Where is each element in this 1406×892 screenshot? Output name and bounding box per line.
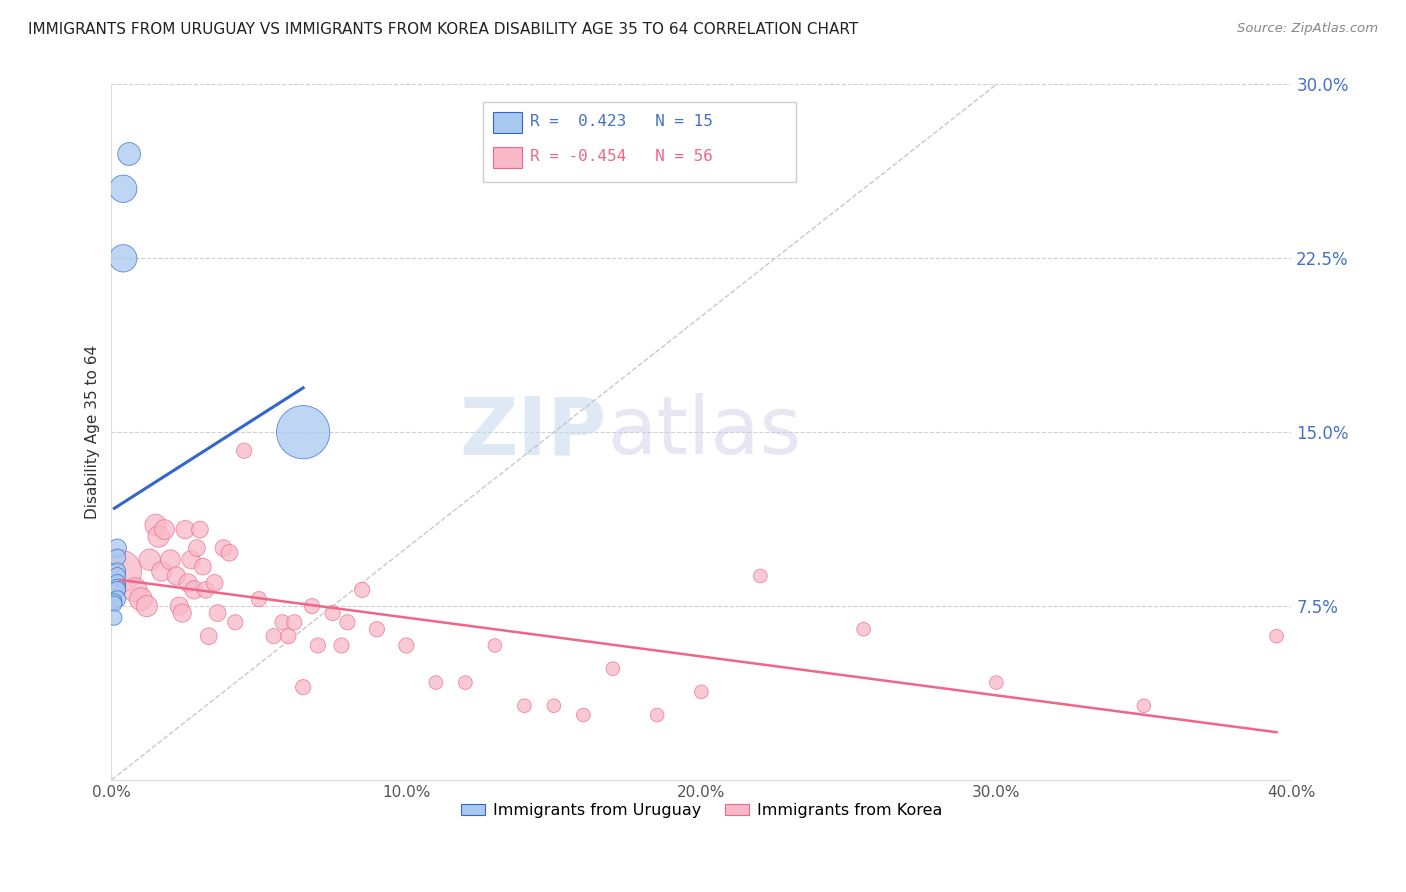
Point	[118, 147, 141, 161]
Text: R = -0.454   N = 56: R = -0.454 N = 56	[530, 149, 713, 163]
Point	[263, 629, 285, 643]
Point	[110, 564, 132, 578]
Point	[191, 559, 214, 574]
Point	[986, 675, 1008, 690]
Point	[301, 599, 323, 613]
FancyBboxPatch shape	[492, 112, 522, 133]
Point	[174, 523, 197, 537]
Point	[112, 182, 135, 196]
Text: R =  0.423   N = 15: R = 0.423 N = 15	[530, 114, 713, 128]
Point	[197, 629, 219, 643]
Point	[283, 615, 305, 630]
Point	[247, 592, 270, 607]
Point	[129, 592, 152, 607]
Point	[602, 662, 624, 676]
Point	[395, 639, 418, 653]
Point	[188, 523, 211, 537]
Point	[484, 639, 506, 653]
Point	[292, 425, 315, 440]
Point	[204, 575, 226, 590]
Point	[105, 582, 128, 597]
Point	[425, 675, 447, 690]
FancyBboxPatch shape	[484, 102, 796, 182]
Point	[172, 606, 194, 620]
Point	[749, 569, 772, 583]
Point	[224, 615, 246, 630]
Point	[105, 581, 128, 595]
Text: ZIP: ZIP	[460, 393, 607, 471]
Point	[103, 610, 125, 624]
Point	[852, 622, 875, 636]
Text: atlas: atlas	[607, 393, 801, 471]
Point	[352, 582, 374, 597]
Point	[135, 599, 157, 613]
Point	[233, 443, 256, 458]
Point	[105, 592, 128, 607]
Point	[543, 698, 565, 713]
Point	[105, 550, 128, 565]
Point	[153, 523, 176, 537]
Point	[454, 675, 477, 690]
Point	[292, 680, 315, 694]
Point	[150, 564, 173, 578]
Point	[105, 575, 128, 590]
Point	[1133, 698, 1156, 713]
Point	[513, 698, 536, 713]
Point	[645, 708, 668, 723]
FancyBboxPatch shape	[492, 147, 522, 168]
Point	[139, 552, 162, 566]
Point	[690, 685, 713, 699]
Point	[218, 546, 240, 560]
Point	[572, 708, 595, 723]
Point	[105, 541, 128, 555]
Point	[167, 599, 190, 613]
Point	[124, 582, 146, 597]
Point	[103, 597, 125, 611]
Point	[180, 552, 202, 566]
Point	[159, 552, 181, 566]
Point	[366, 622, 388, 636]
Point	[271, 615, 294, 630]
Point	[148, 529, 170, 543]
Point	[207, 606, 229, 620]
Point	[322, 606, 344, 620]
Point	[186, 541, 208, 555]
Point	[145, 517, 167, 532]
Point	[336, 615, 359, 630]
Legend: Immigrants from Uruguay, Immigrants from Korea: Immigrants from Uruguay, Immigrants from…	[454, 797, 949, 824]
Point	[194, 582, 217, 597]
Point	[177, 575, 200, 590]
Point	[112, 252, 135, 266]
Point	[103, 594, 125, 608]
Point	[307, 639, 329, 653]
Point	[330, 639, 353, 653]
Point	[105, 569, 128, 583]
Point	[277, 629, 299, 643]
Point	[212, 541, 235, 555]
Y-axis label: Disability Age 35 to 64: Disability Age 35 to 64	[86, 345, 100, 519]
Point	[183, 582, 205, 597]
Point	[165, 569, 187, 583]
Point	[105, 564, 128, 578]
Text: IMMIGRANTS FROM URUGUAY VS IMMIGRANTS FROM KOREA DISABILITY AGE 35 TO 64 CORRELA: IMMIGRANTS FROM URUGUAY VS IMMIGRANTS FR…	[28, 22, 859, 37]
Text: Source: ZipAtlas.com: Source: ZipAtlas.com	[1237, 22, 1378, 36]
Point	[1265, 629, 1288, 643]
